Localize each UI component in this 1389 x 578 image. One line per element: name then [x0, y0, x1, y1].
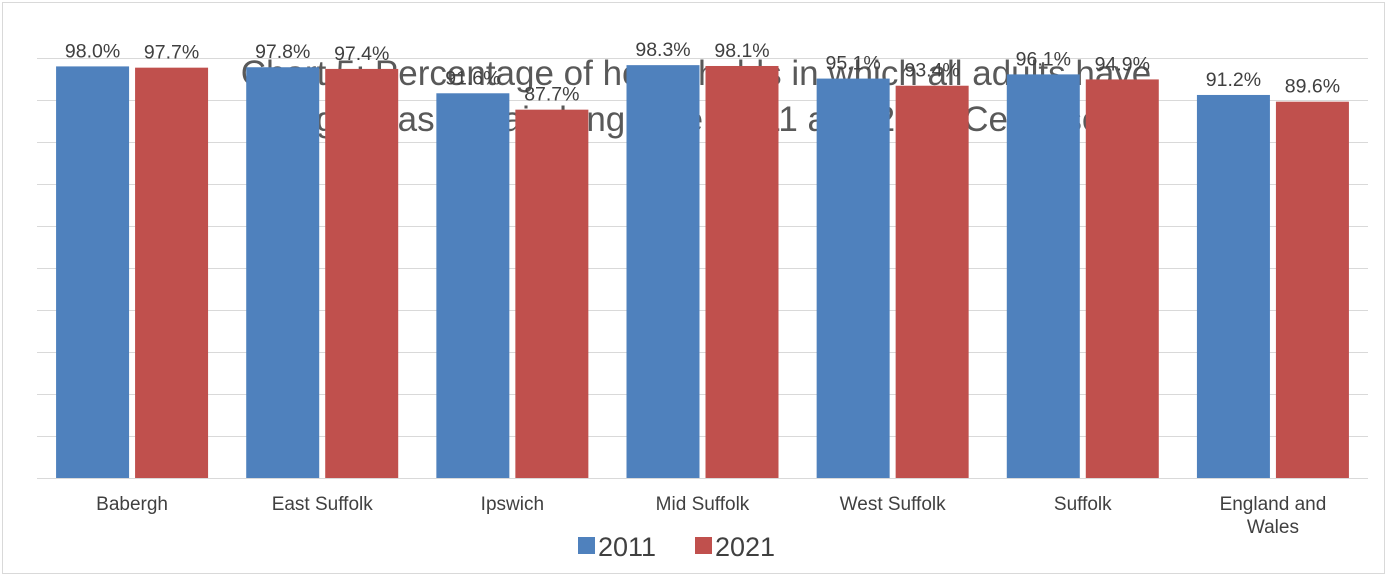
category-label: West Suffolk — [840, 494, 946, 515]
data-label: 97.7% — [144, 42, 199, 64]
bar-2011-suffolk — [1006, 74, 1080, 478]
data-label: 97.8% — [255, 41, 310, 63]
data-label: 89.6% — [1285, 76, 1340, 98]
category-label: Babergh — [96, 494, 168, 515]
data-label: 98.3% — [635, 39, 690, 61]
data-label: 98.0% — [65, 40, 120, 62]
bar-2021-west-suffolk — [895, 85, 969, 478]
data-label: 91.2% — [1206, 69, 1261, 91]
category-label: Ipswich — [481, 494, 544, 515]
legend-label-2021: 2021 — [715, 532, 775, 562]
bar-2011-ipswich — [436, 93, 510, 478]
bar-2021-ipswich — [515, 109, 589, 478]
bar-2011-mid-suffolk — [626, 65, 700, 478]
data-label: 87.7% — [524, 84, 579, 106]
category-labels: Babergh East Suffolk Ipswich Mid Suffolk Wes… — [96, 494, 1326, 538]
bar-2021-england-and-wales — [1275, 101, 1349, 479]
data-label: 95.1% — [825, 53, 880, 75]
legend-swatch-2011 — [578, 537, 595, 554]
category-label: Suffolk — [1054, 494, 1112, 515]
bar-2021-suffolk — [1085, 79, 1159, 479]
legend-swatch-2021 — [695, 537, 712, 554]
data-label: 94.9% — [1095, 53, 1150, 75]
data-label: 98.1% — [714, 40, 769, 62]
bar-2021-babergh — [135, 67, 209, 478]
bar-2011-west-suffolk — [816, 78, 890, 478]
bar-2021-mid-suffolk — [705, 65, 779, 478]
data-label: 93.4% — [904, 60, 959, 82]
bar-2011-east-suffolk — [246, 67, 320, 479]
bars — [56, 65, 1349, 479]
category-label: East Suffolk — [272, 494, 374, 515]
data-label: 97.4% — [334, 43, 389, 65]
bar-2011-babergh — [56, 66, 130, 479]
data-label: 91.6% — [445, 67, 500, 89]
legend-label-2011: 2011 — [598, 532, 656, 562]
data-labels: 98.0% 97.7% 97.8% 97.4% 91.6% 87.7% 98.3% 98.1%… — [65, 39, 1340, 106]
data-label: 96.1% — [1016, 48, 1071, 70]
category-label: England and Wales — [1220, 494, 1327, 538]
bar-2011-england-and-wales — [1196, 94, 1270, 479]
legend: 2011 2021 — [578, 532, 775, 562]
bar-2021-east-suffolk — [325, 68, 399, 479]
category-label: Mid Suffolk — [656, 494, 750, 515]
